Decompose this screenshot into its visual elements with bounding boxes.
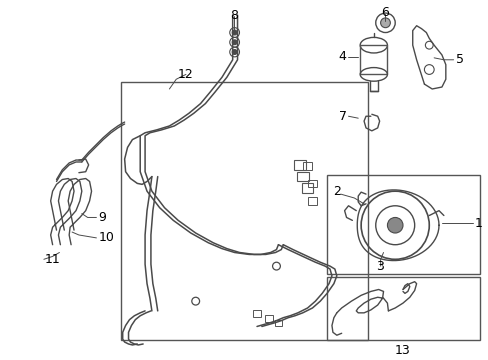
Bar [302, 162, 312, 170]
Text: 7: 7 [338, 110, 346, 123]
Bar [274, 320, 282, 327]
Text: 13: 13 [394, 344, 410, 357]
Text: 12: 12 [178, 68, 193, 81]
Bar [307, 180, 317, 188]
Bar [326, 277, 479, 340]
Bar [326, 175, 479, 274]
Circle shape [232, 30, 237, 35]
Bar [296, 172, 308, 181]
Bar [264, 315, 272, 321]
Text: 6: 6 [381, 6, 388, 19]
Text: 10: 10 [98, 231, 114, 244]
Text: 11: 11 [45, 253, 61, 266]
Bar [253, 310, 261, 317]
Text: 9: 9 [98, 211, 106, 224]
Text: 8: 8 [229, 9, 237, 22]
Circle shape [386, 217, 402, 233]
Bar [360, 45, 386, 75]
Circle shape [232, 40, 237, 45]
Text: 5: 5 [455, 53, 463, 66]
Bar [293, 160, 305, 170]
Text: 2: 2 [332, 185, 340, 198]
Text: 3: 3 [375, 260, 383, 273]
Bar [301, 183, 313, 193]
Bar [121, 82, 367, 340]
Circle shape [232, 50, 237, 54]
Bar [307, 197, 317, 205]
Text: 1: 1 [474, 217, 482, 230]
Text: 4: 4 [338, 50, 346, 63]
Circle shape [380, 18, 389, 28]
